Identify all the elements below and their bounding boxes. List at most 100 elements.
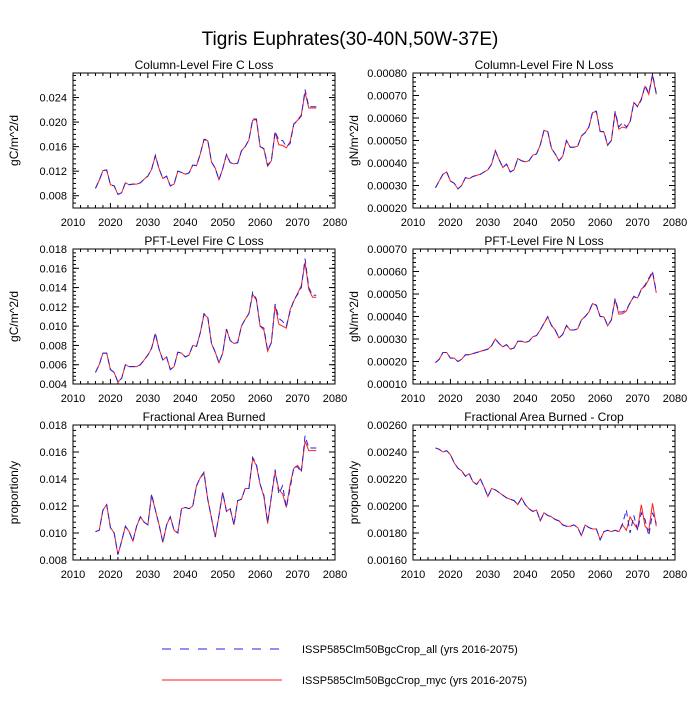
x-tick-label: 2060 (248, 569, 272, 581)
x-tick-label: 2050 (550, 217, 574, 229)
legend-label-myc: ISSP585Clm50BgcCrop_myc (yrs 2016-2075) (302, 675, 527, 687)
plot-frame (72, 248, 336, 385)
y-tick-label: 0.00050 (367, 289, 407, 301)
y-tick-label: 0.020 (39, 117, 67, 129)
y-axis-label: proportion/y (347, 461, 361, 524)
y-tick-label: 0.00060 (367, 113, 407, 125)
x-tick-label: 2020 (438, 393, 462, 405)
y-axis-label: gC/m^2/d (7, 291, 21, 342)
y-tick-label: 0.00040 (367, 158, 407, 170)
x-tick-label: 2040 (513, 569, 537, 581)
x-tick-label: 2040 (173, 217, 197, 229)
x-tick-label: 2050 (550, 393, 574, 405)
x-tick-label: 2080 (663, 393, 687, 405)
plot-frame (72, 72, 336, 209)
x-tick-label: 2060 (588, 569, 612, 581)
legend: ISSP585Clm50BgcCrop_all (yrs 2016-2075) … (162, 644, 527, 687)
x-tick-label: 2020 (98, 217, 122, 229)
x-tick-label: 2050 (210, 569, 234, 581)
x-tick-label: 2030 (136, 569, 160, 581)
y-tick-label: 0.016 (39, 263, 67, 275)
x-tick-label: 2050 (550, 569, 574, 581)
x-tick-label: 2010 (61, 393, 85, 405)
y-tick-label: 0.00010 (367, 379, 407, 391)
y-tick-label: 0.00020 (367, 203, 407, 215)
y-tick-label: 0.018 (39, 244, 67, 256)
y-tick-label: 0.016 (39, 447, 67, 459)
y-tick-label: 0.018 (39, 420, 67, 432)
x-tick-label: 2080 (323, 393, 347, 405)
y-tick-label: 0.014 (39, 283, 67, 295)
x-tick-label: 2070 (285, 393, 309, 405)
x-tick-label: 2010 (61, 217, 85, 229)
y-tick-label: 0.008 (39, 340, 67, 352)
x-tick-label: 2030 (476, 393, 500, 405)
x-tick-label: 2080 (663, 217, 687, 229)
x-tick-label: 2030 (476, 217, 500, 229)
x-tick-label: 2040 (513, 217, 537, 229)
y-tick-label: 0.00260 (367, 420, 407, 432)
x-tick-label: 2080 (323, 569, 347, 581)
y-tick-label: 0.00050 (367, 136, 407, 148)
chart-panels: Column-Level Fire C Loss gC/m^2/d 2010 2020… (7, 58, 687, 581)
series-line-myc (435, 447, 657, 542)
y-tick-label: 0.00160 (367, 555, 407, 567)
chart-title: Column-Level Fire C Loss (135, 58, 274, 72)
chart-panel-2: Column-Level Fire N Loss gN/m^2/d 2010 2020… (347, 58, 687, 229)
x-tick-label: 2080 (323, 217, 347, 229)
series-line-myc (95, 441, 317, 555)
x-tick-label: 2070 (625, 569, 649, 581)
chart-title: PFT-Level Fire N Loss (484, 234, 603, 248)
x-tick-label: 2010 (401, 569, 425, 581)
y-tick-label: 0.012 (39, 302, 67, 314)
y-axis-label: proportion/y (7, 461, 21, 524)
x-tick-label: 2020 (98, 393, 122, 405)
series-line-all (95, 258, 317, 383)
plot-frame (412, 248, 676, 385)
x-tick-label: 2060 (248, 393, 272, 405)
x-tick-label: 2040 (173, 569, 197, 581)
x-tick-label: 2060 (588, 393, 612, 405)
figure-title: Tigris Euphrates(30-40N,50W-37E) (202, 29, 499, 50)
y-tick-label: 0.00060 (367, 267, 407, 279)
x-tick-label: 2080 (663, 569, 687, 581)
y-tick-label: 0.00070 (367, 244, 407, 256)
y-tick-label: 0.00020 (367, 357, 407, 369)
y-axis-label: gN/m^2/d (347, 291, 361, 342)
y-tick-label: 0.00180 (367, 528, 407, 540)
chart-panel-4: PFT-Level Fire N Loss gN/m^2/d 2010 2020 203… (347, 234, 687, 405)
chart-title: Fractional Area Burned - Crop (464, 410, 624, 424)
x-tick-label: 2030 (136, 393, 160, 405)
y-tick-label: 0.012 (39, 501, 67, 513)
y-tick-label: 0.006 (39, 360, 67, 372)
chart-title: Fractional Area Burned (143, 410, 266, 424)
x-tick-label: 2070 (625, 393, 649, 405)
x-tick-label: 2020 (98, 569, 122, 581)
x-tick-label: 2020 (438, 217, 462, 229)
y-tick-label: 0.008 (39, 191, 67, 203)
x-tick-label: 2040 (173, 393, 197, 405)
x-tick-label: 2060 (248, 217, 272, 229)
chart-title: Column-Level Fire N Loss (475, 58, 614, 72)
plot-frame (72, 424, 336, 561)
series-line-all (435, 270, 657, 364)
x-tick-label: 2050 (210, 393, 234, 405)
x-tick-label: 2040 (513, 393, 537, 405)
series-line-all (435, 447, 657, 542)
x-tick-label: 2030 (136, 217, 160, 229)
chart-panel-3: PFT-Level Fire C Loss gC/m^2/d 2010 2020 203… (7, 234, 347, 405)
x-tick-label: 2050 (210, 217, 234, 229)
series-line-all (435, 74, 657, 190)
x-tick-label: 2010 (401, 217, 425, 229)
series-line-myc (435, 271, 657, 364)
y-tick-label: 0.008 (39, 555, 67, 567)
x-tick-label: 2060 (588, 217, 612, 229)
chart-panel-1: Column-Level Fire C Loss gC/m^2/d 2010 2020… (7, 58, 347, 229)
y-tick-label: 0.012 (39, 166, 67, 178)
x-tick-label: 2020 (438, 569, 462, 581)
series-line-all (95, 89, 317, 196)
x-tick-label: 2010 (61, 569, 85, 581)
series-line-myc (95, 92, 317, 196)
y-tick-label: 0.00030 (367, 334, 407, 346)
